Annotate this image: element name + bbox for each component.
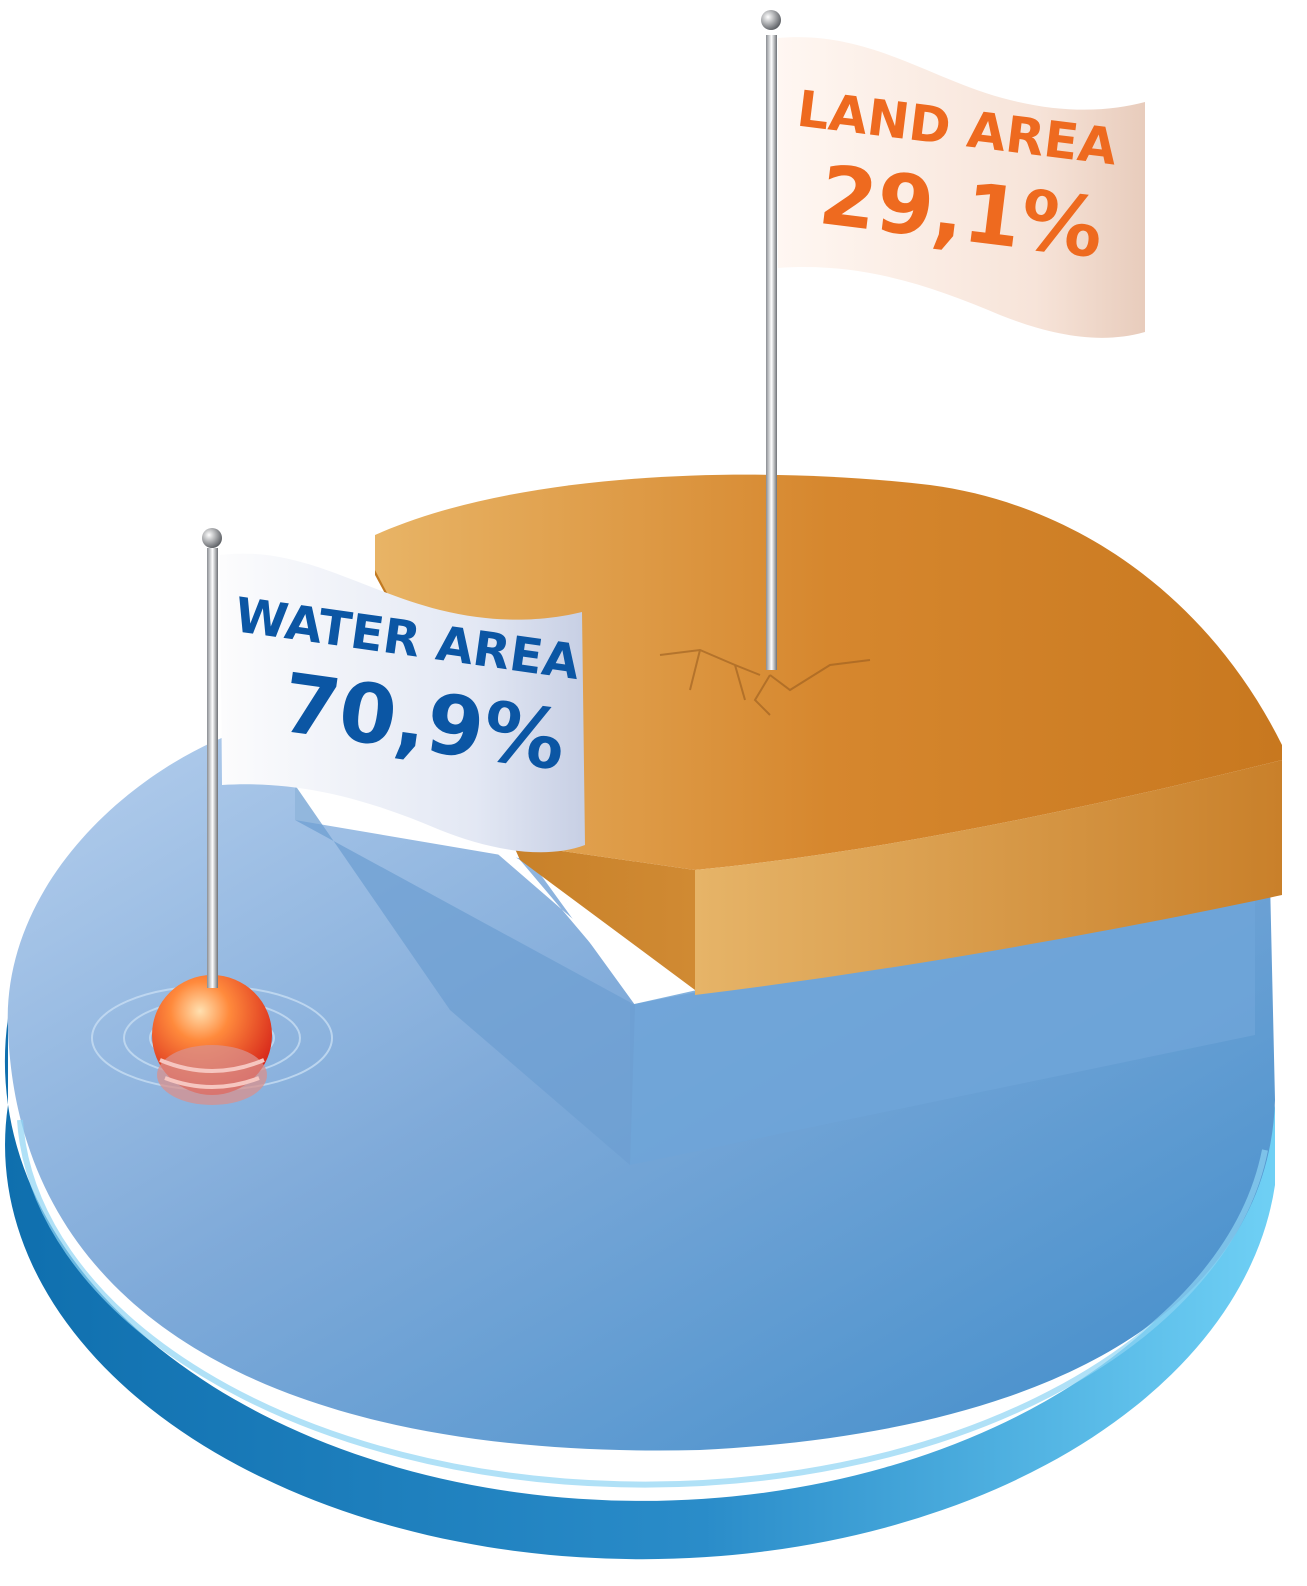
land-flag-cloth [778,37,1145,338]
water-flag-pole [207,548,218,988]
land-flag: LAND AREA 29,1% [761,10,1145,670]
land-flag-pole [766,35,777,670]
water-notch-face [630,865,1255,1165]
land-slice [375,474,1282,995]
land-front-face [695,760,1282,995]
land-left-face [375,535,695,990]
land-top [375,474,1282,870]
buoy [91,975,333,1105]
water-notch-left [295,785,635,1165]
water-flag-cloth [220,553,585,853]
water-slice [4,715,1275,1560]
